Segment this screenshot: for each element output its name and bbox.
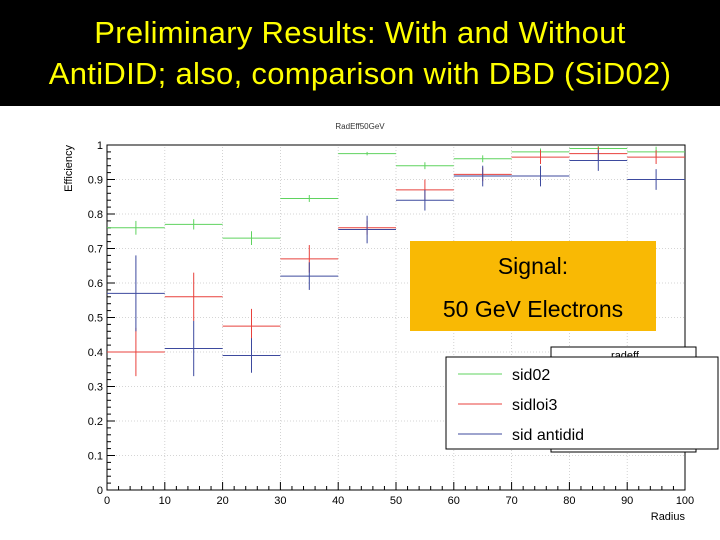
y-tick-label: 0.3 xyxy=(88,382,103,394)
efficiency-chart: 0 10 20 30 40 50 60 70 80 90 100 0 0.1 0.2 0.3 0.4 0.5 0.… xyxy=(63,122,719,523)
slide-title-line-2: AntiDID; also, comparison with DBD (SiD0… xyxy=(48,56,672,91)
x-tick-label: 10 xyxy=(159,495,171,507)
chart-title: RadEff50GeV xyxy=(335,122,385,131)
x-tick-label: 50 xyxy=(390,495,402,507)
x-tick-label: 40 xyxy=(332,495,344,507)
x-tick-label: 80 xyxy=(563,495,575,507)
legend-entry-label: sid02 xyxy=(512,367,550,384)
y-tick-label: 0 xyxy=(97,485,103,497)
y-tick-label: 0.2 xyxy=(88,416,103,428)
y-tick-label: 0.5 xyxy=(88,313,103,325)
signal-description: 50 GeV Electrons xyxy=(442,296,624,322)
y-tick-label: 0.4 xyxy=(88,347,103,359)
y-tick-label: 0.8 xyxy=(88,209,103,221)
legend-entry-label: sid antidid xyxy=(512,427,584,444)
x-tick-label: 20 xyxy=(216,495,228,507)
signal-callout: Signal: 50 GeV Electrons xyxy=(410,241,656,331)
slide-title-line-1: Preliminary Results: With and Without xyxy=(94,15,626,50)
y-tick-label: 0.7 xyxy=(88,244,103,256)
x-tick-label: 60 xyxy=(448,495,460,507)
x-tick-label: 0 xyxy=(104,495,110,507)
y-tick-label: 0.9 xyxy=(88,175,103,187)
y-tick-label: 0.1 xyxy=(88,451,103,463)
y-axis-title: Efficiency xyxy=(63,145,75,192)
x-tick-label: 70 xyxy=(505,495,517,507)
x-tick-label: 90 xyxy=(621,495,633,507)
x-tick-label: 30 xyxy=(274,495,286,507)
y-tick-label: 1 xyxy=(97,140,103,152)
legend-entry-label: sidloi3 xyxy=(512,397,557,414)
x-axis-title: Radius xyxy=(651,511,686,523)
x-tick-label: 100 xyxy=(676,495,694,507)
signal-label: Signal: xyxy=(497,253,569,279)
y-tick-label: 0.6 xyxy=(88,278,103,290)
title-bar: Preliminary Results: With and Without An… xyxy=(0,0,720,106)
